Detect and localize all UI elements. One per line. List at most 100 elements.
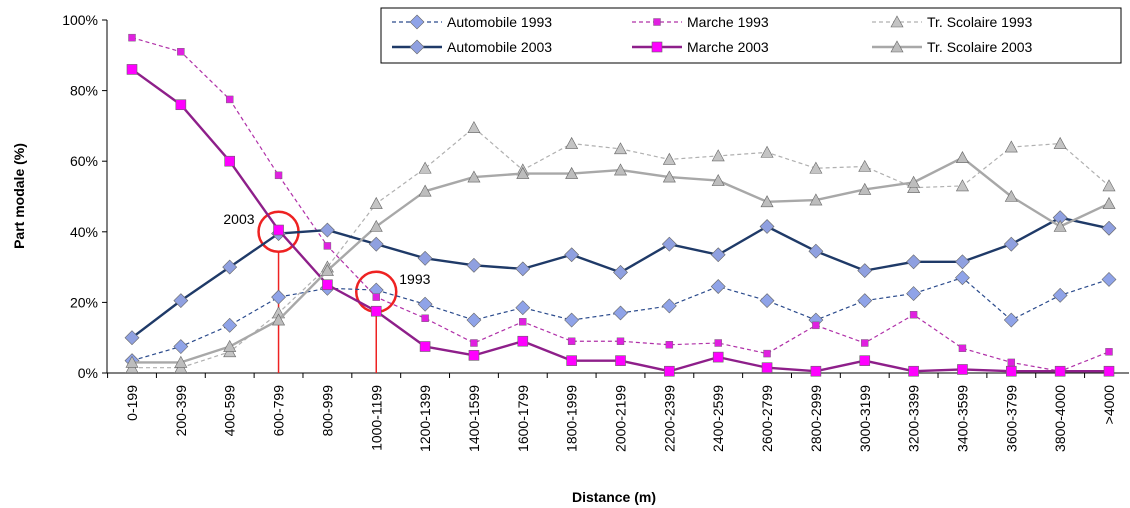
data-point xyxy=(958,344,967,353)
x-tick-label: 1600-1799 xyxy=(515,385,531,452)
data-point xyxy=(177,48,185,56)
annotation-text: 1993 xyxy=(399,271,430,287)
data-point xyxy=(857,263,873,279)
data-point xyxy=(1003,236,1019,252)
data-point xyxy=(1003,312,1019,328)
x-tick-label: 2600-2799 xyxy=(759,385,775,452)
x-tick-label: 2200-2399 xyxy=(661,385,677,452)
annotation-text: 2003 xyxy=(223,211,254,227)
data-point xyxy=(419,341,431,352)
data-point xyxy=(125,355,139,368)
data-point xyxy=(710,279,726,294)
data-point xyxy=(615,355,626,366)
data-point xyxy=(173,293,189,309)
data-point xyxy=(662,170,676,183)
data-point xyxy=(616,337,625,345)
data-point xyxy=(1103,365,1115,377)
data-point xyxy=(274,171,283,180)
x-tick-label: 3800-4000 xyxy=(1052,385,1068,452)
y-tick-label: 60% xyxy=(70,153,98,169)
data-point xyxy=(1007,358,1016,367)
x-tick-label: 1400-1599 xyxy=(466,385,482,452)
data-point xyxy=(517,335,529,347)
data-point xyxy=(417,250,433,266)
data-point xyxy=(369,219,383,232)
data-point xyxy=(372,293,380,301)
data-point xyxy=(1004,140,1018,153)
data-point xyxy=(908,365,919,377)
legend-marker xyxy=(890,40,904,53)
series-line xyxy=(131,37,1110,372)
data-point xyxy=(1102,196,1116,209)
legend-box xyxy=(380,7,1122,64)
legend-label: Tr. Scolaire 1993 xyxy=(927,14,1033,30)
data-point xyxy=(174,355,188,368)
data-point xyxy=(711,173,725,186)
data-point xyxy=(957,364,968,375)
x-tick-label: 2800-2999 xyxy=(808,385,824,452)
data-point xyxy=(319,222,335,238)
data-point xyxy=(1054,365,1066,377)
data-point xyxy=(1105,348,1113,356)
data-point xyxy=(516,166,530,179)
data-point xyxy=(711,149,725,162)
data-point xyxy=(421,314,429,322)
x-tick-label: 3600-3799 xyxy=(1003,385,1019,452)
legend-label: Automobile 1993 xyxy=(447,14,552,30)
data-point xyxy=(272,313,286,326)
data-point xyxy=(567,337,576,345)
x-tick-label: 2000-2199 xyxy=(613,385,629,452)
data-point xyxy=(712,351,724,363)
data-point xyxy=(613,163,628,176)
data-point xyxy=(322,279,333,291)
data-point xyxy=(470,339,478,347)
data-point xyxy=(467,121,481,133)
data-point xyxy=(128,33,136,42)
x-tick-label: 1800-1999 xyxy=(564,385,580,452)
data-point xyxy=(515,300,531,316)
data-point xyxy=(906,254,922,270)
data-point xyxy=(126,64,138,75)
legend-label: Tr. Scolaire 2003 xyxy=(927,39,1033,55)
data-point xyxy=(173,339,189,354)
data-point xyxy=(368,236,384,252)
data-point xyxy=(661,236,677,252)
data-point xyxy=(665,341,674,349)
data-point xyxy=(613,264,628,280)
legend-marker xyxy=(890,15,904,28)
data-point xyxy=(955,254,970,270)
x-tick-label: 1000-1199 xyxy=(368,385,384,451)
y-axis-label: Part modale (%) xyxy=(11,143,27,249)
data-point xyxy=(1053,219,1067,232)
data-point xyxy=(417,296,433,312)
data-point xyxy=(858,182,872,195)
data-point xyxy=(714,339,722,347)
data-point xyxy=(1101,220,1117,236)
data-point xyxy=(1102,179,1116,192)
x-tick-label: 1200-1399 xyxy=(417,385,433,452)
data-point xyxy=(759,219,775,234)
x-tick-label: >4000 xyxy=(1101,385,1117,425)
data-point xyxy=(466,312,482,328)
y-tick-label: 100% xyxy=(62,12,98,28)
data-point xyxy=(859,355,871,366)
legend-marker xyxy=(409,39,425,55)
data-point xyxy=(222,259,238,275)
x-tick-label: 3000-3199 xyxy=(857,385,873,452)
data-point xyxy=(565,136,579,149)
data-point xyxy=(323,242,332,250)
data-point xyxy=(466,257,482,273)
x-tick-label: 600-799 xyxy=(271,385,287,437)
data-point xyxy=(760,145,774,158)
data-point xyxy=(124,330,140,346)
x-tick-label: 3400-3599 xyxy=(954,385,970,452)
data-point xyxy=(224,155,235,167)
data-point xyxy=(467,170,481,183)
legend-label: Marche 1993 xyxy=(687,14,769,30)
y-tick-label: 40% xyxy=(70,224,98,240)
data-point xyxy=(564,312,580,328)
data-point xyxy=(1101,272,1117,287)
data-point xyxy=(369,196,383,209)
data-point xyxy=(760,195,774,208)
data-point xyxy=(858,159,872,172)
